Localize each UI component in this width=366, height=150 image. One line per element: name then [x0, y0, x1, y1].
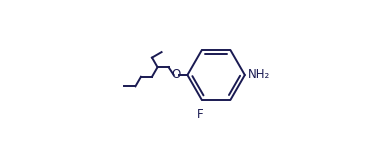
Text: F: F [197, 108, 203, 121]
Text: NH₂: NH₂ [248, 69, 270, 81]
Text: O: O [172, 69, 181, 81]
